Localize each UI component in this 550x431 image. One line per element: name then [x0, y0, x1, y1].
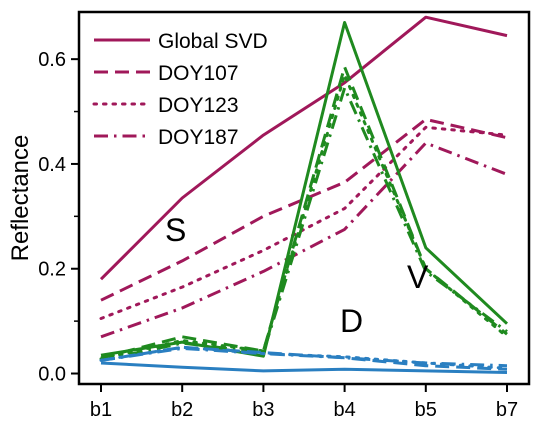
dark-annotation: D	[340, 303, 363, 339]
y-tick-label: 0.4	[38, 154, 66, 176]
plot-lines	[99, 15, 509, 374]
x-tick-label: b5	[415, 399, 437, 421]
axis-ticks: b1 b2 b3 b4 b5 b7 0.0 0.2 0.4 0.6	[38, 49, 518, 421]
plot-frame	[77, 10, 531, 386]
y-tick-label: 0.6	[38, 49, 66, 71]
series-line-dark-dashdot	[100, 346, 508, 368]
x-tick-label: b1	[90, 399, 112, 421]
legend-label: Global SVD	[158, 30, 268, 53]
y-axis-label: Reflectance	[7, 135, 34, 262]
legend-label: DOY187	[158, 126, 239, 149]
series-line-soil-dotted	[99, 125, 509, 320]
legend: Global SVD DOY107 DOY123 DOY187	[92, 30, 268, 149]
y-tick-label: 0.0	[38, 364, 66, 386]
series-line-dark-solid	[100, 361, 508, 374]
x-tick-label: b7	[496, 399, 518, 421]
y-tick-label: 0.2	[38, 259, 66, 281]
legend-label: DOY107	[158, 62, 239, 85]
series-line-vegetation-dotted	[99, 73, 509, 361]
legend-label: DOY123	[158, 94, 239, 117]
x-tick-label: b2	[171, 399, 193, 421]
vegetation-annotation: V	[407, 259, 429, 295]
series-line-vegetation-dashdot	[100, 86, 508, 362]
x-tick-label: b3	[252, 399, 274, 421]
soil-annotation: S	[165, 212, 186, 248]
series-line-soil-dashed	[100, 117, 508, 302]
series-line-soil-dashdot	[100, 141, 508, 339]
series-line-soil-solid	[99, 15, 508, 281]
x-tick-label: b4	[333, 399, 355, 421]
